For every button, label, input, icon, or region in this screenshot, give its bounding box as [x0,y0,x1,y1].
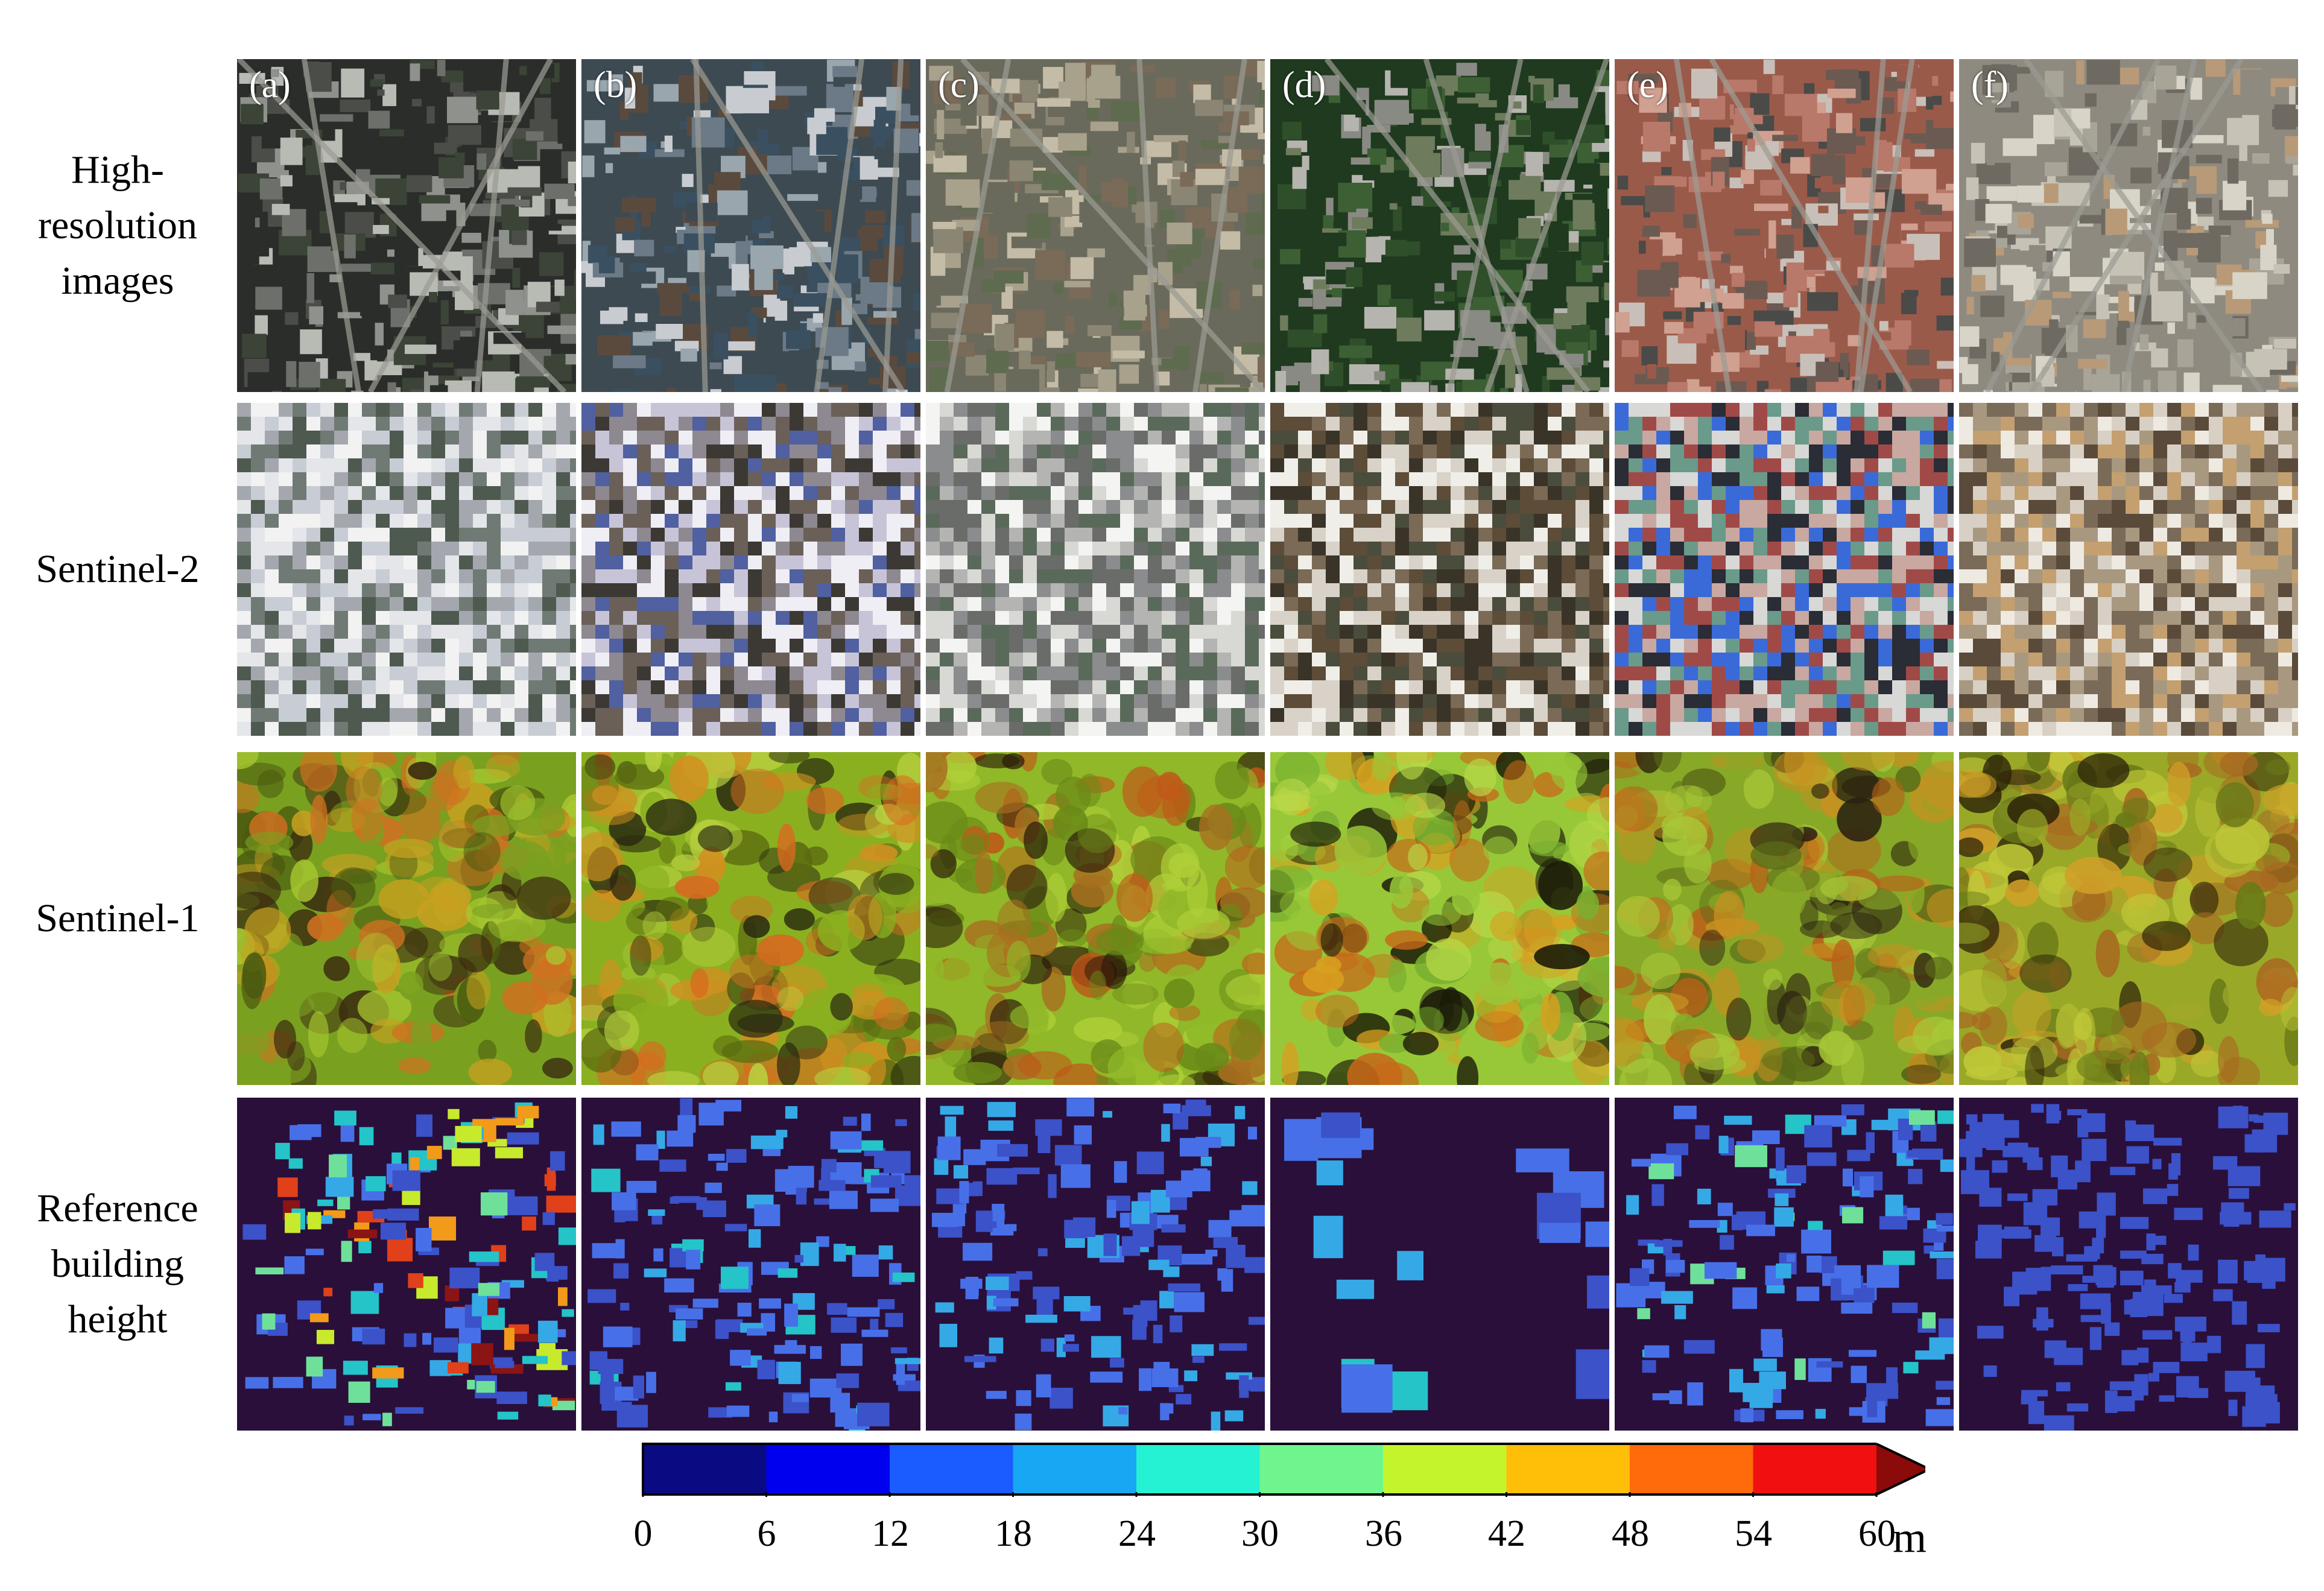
colorbar-extend-arrow [1876,1444,1925,1495]
colorbar-tick-18: 18 [995,1513,1032,1554]
tile-texture [1959,403,2298,736]
colorbar-tick-6: 6 [757,1513,776,1554]
tile-reference-height-5 [1615,1098,1954,1431]
tile-letter-5: (e) [1627,65,1668,106]
tile-texture [1270,403,1609,736]
tile-sentinel-1-1 [237,752,576,1085]
row-label-sentinel-1: Sentinel-1 [36,896,200,940]
tile-letter-2: (b) [594,65,638,106]
tile-texture [1270,59,1609,392]
tile-sentinel-2-2 [581,403,920,736]
tile-texture [581,752,920,1085]
colorbar-tick-60: 60 [1858,1513,1896,1554]
tile-sentinel-1-2 [581,752,920,1085]
colorbar-segment [1506,1444,1630,1495]
colorbar-tick-36: 36 [1365,1513,1402,1554]
tile-sentinel-2-1 [237,403,576,736]
tile-texture [1959,1098,2298,1431]
tile-texture [581,59,920,392]
tile-letter-6: (f) [1971,65,2009,106]
row-label-sentinel-2: Sentinel-2 [36,547,200,591]
tile-texture [1615,59,1954,392]
colorbar-svg [642,1443,1925,1497]
colorbar-segment [1753,1444,1877,1495]
tile-letter-1: (a) [249,65,291,106]
tile-high-resolution-6: (f) [1959,59,2298,392]
colorbar-tick-24: 24 [1118,1513,1156,1554]
row-label-reference-height: Reference building height [37,1186,198,1341]
tile-texture [926,59,1265,392]
tile-sentinel-1-6 [1959,752,2298,1085]
tile-high-resolution-3: (c) [926,59,1265,392]
tile-texture [237,403,576,736]
tile-texture [1270,1098,1609,1431]
tile-texture [1615,403,1954,736]
colorbar-segment [1259,1444,1384,1495]
tile-sentinel-2-6 [1959,403,2298,736]
tile-sentinel-2-4 [1270,403,1609,736]
colorbar-tick-42: 42 [1488,1513,1525,1554]
tile-texture [1270,752,1609,1085]
tile-reference-height-3 [926,1098,1265,1431]
row-label-high-resolution: High-resolution images [38,148,197,303]
tile-sentinel-2-3 [926,403,1265,736]
tile-sentinel-1-5 [1615,752,1954,1085]
tile-texture [1959,752,2298,1085]
colorbar-segment [1383,1444,1507,1495]
colorbar-segment [1136,1444,1260,1495]
colorbar-segment [1013,1444,1137,1495]
tile-reference-height-6 [1959,1098,2298,1431]
tile-high-resolution-4: (d) [1270,59,1609,392]
tile-texture [926,752,1265,1085]
tile-reference-height-4 [1270,1098,1609,1431]
colorbar-segment [890,1444,1013,1495]
colorbar-segment [1630,1444,1753,1495]
tile-texture [1615,1098,1954,1431]
colorbar-segment [766,1444,890,1495]
colorbar [639,1441,1925,1497]
colorbar-unit: m [1893,1513,1927,1561]
tile-letter-4: (d) [1282,65,1326,106]
tile-high-resolution-2: (b) [581,59,920,392]
tile-reference-height-1 [237,1098,576,1431]
tile-texture [237,752,576,1085]
colorbar-tick-48: 48 [1612,1513,1649,1554]
tile-texture [581,403,920,736]
tile-texture [237,59,576,392]
tile-high-resolution-1: (a) [237,59,576,392]
colorbar-tick-30: 30 [1241,1513,1279,1554]
colorbar-tick-0: 0 [633,1513,653,1554]
tile-letter-3: (c) [938,65,980,106]
tile-high-resolution-5: (e) [1615,59,1954,392]
tile-texture [1615,752,1954,1085]
colorbar-tick-54: 54 [1735,1513,1772,1554]
tile-sentinel-1-4 [1270,752,1609,1085]
tile-texture [237,1098,576,1431]
tile-texture [926,403,1265,736]
tile-texture [926,1098,1265,1431]
tile-texture [1959,59,2298,392]
tile-sentinel-1-3 [926,752,1265,1085]
colorbar-segment [643,1444,767,1495]
tile-reference-height-2 [581,1098,920,1431]
colorbar-tick-12: 12 [872,1513,909,1554]
tile-sentinel-2-5 [1615,403,1954,736]
tile-texture [581,1098,920,1431]
